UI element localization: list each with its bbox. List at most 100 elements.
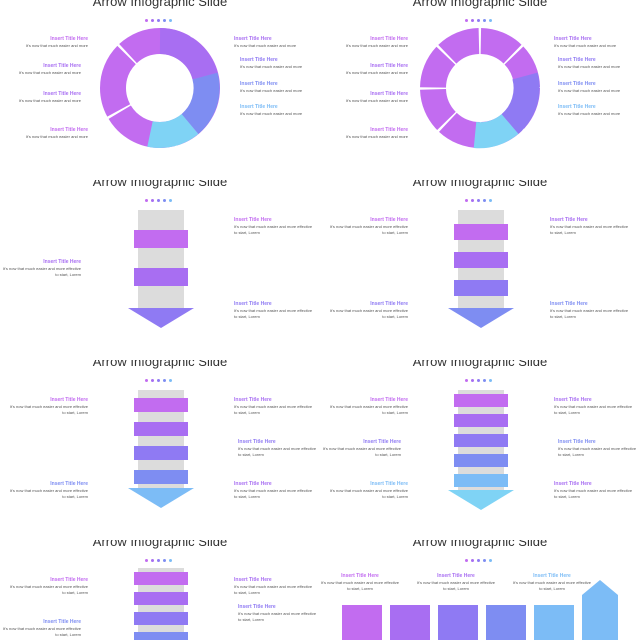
circular-arrow-diagram (420, 28, 540, 149)
caption-2: Insert Title Here It's now that much eas… (234, 397, 313, 415)
title-dots (465, 199, 492, 202)
caption-1: Insert Title Here It's now that much eas… (25, 36, 88, 48)
caption-7: Insert Title Here It's now that much eas… (240, 81, 303, 93)
slide-title: Arrow Infographic Slide (92, 0, 228, 9)
caption-3: Insert Title Here It's now that much eas… (512, 573, 592, 591)
caption-1: Insert Title Here It's now that much eas… (9, 577, 88, 595)
band-2 (454, 414, 508, 427)
band-1 (134, 572, 188, 585)
caption-4: Insert Title Here It's now that much eas… (25, 127, 88, 139)
slide-title: Arrow Infographic Slide (92, 540, 228, 549)
caption-2: Insert Title Here It's now that much eas… (345, 63, 408, 75)
slide-title: Arrow Infographic Slide (412, 540, 548, 549)
caption-1: Insert Title Here It's now that much eas… (234, 217, 313, 235)
title-dots (145, 199, 172, 202)
band-3 (454, 280, 508, 296)
band-4 (134, 632, 188, 640)
caption-4: Insert Title Here It's now that much eas… (550, 301, 629, 319)
caption-3: Insert Title Here It's now that much eas… (322, 439, 401, 457)
caption-8: Insert Title Here It's now that much eas… (240, 104, 303, 116)
band-2 (134, 422, 188, 436)
caption-1: Insert Title Here It's now that much eas… (329, 397, 408, 415)
vertical-arrow (448, 210, 514, 328)
title-dots (465, 559, 492, 562)
caption-2: Insert Title Here It's now that much eas… (554, 397, 633, 415)
caption-2: Insert Title Here It's now that much eas… (550, 217, 629, 235)
caption-6: Insert Title Here It's now that much eas… (240, 57, 303, 69)
slide-title: Arrow Infographic Slide (412, 180, 548, 189)
vertical-arrow (448, 390, 514, 510)
slide-3: Arrow Infographic Slide Insert Title Her… (0, 180, 320, 360)
title-dots (145, 19, 172, 22)
caption-6: Insert Title Here It's now that much eas… (558, 57, 621, 69)
caption-1: Insert Title Here It's now that much eas… (320, 573, 400, 591)
caption-3: Insert Title Here It's now that much eas… (345, 91, 408, 103)
caption-1: Insert Title Here It's now that much eas… (9, 397, 88, 415)
caption-2: Insert Title Here It's now that much eas… (416, 573, 496, 591)
caption-4: Insert Title Here It's now that much eas… (345, 127, 408, 139)
caption-1: Insert Title Here It's now that much eas… (329, 217, 408, 235)
title-dots (465, 379, 492, 382)
caption-2: Insert Title Here It's now that much eas… (18, 63, 81, 75)
step-4 (486, 605, 526, 640)
arrow-shaft (138, 210, 184, 310)
arrow-head (128, 488, 194, 508)
caption-5: Insert Title Here It's now that much eas… (234, 36, 297, 48)
arrow-head (448, 490, 514, 510)
slide-1: Arrow Infographic Slide Insert Title Her… (0, 0, 320, 180)
band-2 (454, 252, 508, 268)
caption-6: Insert Title Here It's now that much eas… (554, 481, 633, 499)
caption-3: Insert Title Here It's now that much eas… (238, 604, 317, 622)
band-3 (134, 446, 188, 460)
caption-3: Insert Title Here It's now that much eas… (329, 301, 408, 319)
title-dots (145, 379, 172, 382)
band-4 (454, 454, 508, 467)
band-1 (134, 398, 188, 412)
slide-title: Arrow Infographic Slide (92, 360, 228, 369)
step-5 (534, 605, 574, 640)
band-1 (454, 224, 508, 240)
caption-1: Insert Title Here It's now that much eas… (345, 36, 408, 48)
band-2 (134, 592, 188, 605)
title-dots (465, 19, 492, 22)
step-2 (390, 605, 430, 640)
caption-3: Insert Title Here It's now that much eas… (238, 439, 317, 457)
caption-4: Insert Title Here It's now that much eas… (2, 619, 81, 637)
circular-arrow-diagram (100, 28, 220, 149)
caption-3: Insert Title Here It's now that much eas… (234, 301, 313, 319)
ring-center (139, 67, 181, 109)
band-1 (134, 230, 188, 248)
slide-5: Arrow Infographic Slide Insert Title Her… (0, 360, 320, 540)
slide-8: Arrow Infographic Slide Insert Title Her… (320, 540, 640, 640)
vertical-arrow (128, 210, 194, 328)
step-arrow-diagram (342, 580, 618, 640)
arrow-head (128, 308, 194, 328)
slide-title: Arrow Infographic Slide (92, 180, 228, 189)
caption-4: Insert Title Here It's now that much eas… (558, 439, 637, 457)
band-3 (134, 612, 188, 625)
caption-5: Insert Title Here It's now that much eas… (234, 481, 313, 499)
slide-2: Arrow Infographic Slide Insert Title Her… (320, 0, 640, 180)
caption-3: Insert Title Here It's now that much eas… (18, 91, 81, 103)
slide-6: Arrow Infographic Slide Insert Title Her… (320, 360, 640, 540)
step-3 (438, 605, 478, 640)
caption-2: Insert Title Here It's now that much eas… (234, 577, 313, 595)
caption-7: Insert Title Here It's now that much eas… (558, 81, 621, 93)
band-1 (454, 394, 508, 407)
slide-4: Arrow Infographic Slide Insert Title Her… (320, 180, 640, 360)
arrow-head (448, 308, 514, 328)
slide-7: Arrow Infographic Slide Insert Title Her… (0, 540, 320, 640)
band-3 (454, 434, 508, 447)
caption-8: Insert Title Here It's now that much eas… (558, 104, 621, 116)
band-5 (454, 474, 508, 487)
up-arrow (582, 580, 618, 640)
band-2 (134, 268, 188, 286)
title-dots (145, 559, 172, 562)
slide-title: Arrow Infographic Slide (412, 360, 548, 369)
caption-2: Insert Title Here It's now that much eas… (2, 259, 81, 277)
step-1 (342, 605, 382, 640)
band-4 (134, 470, 188, 484)
vertical-arrow (128, 390, 194, 508)
slide-title: Arrow Infographic Slide (412, 0, 548, 9)
vertical-arrow (134, 568, 188, 640)
